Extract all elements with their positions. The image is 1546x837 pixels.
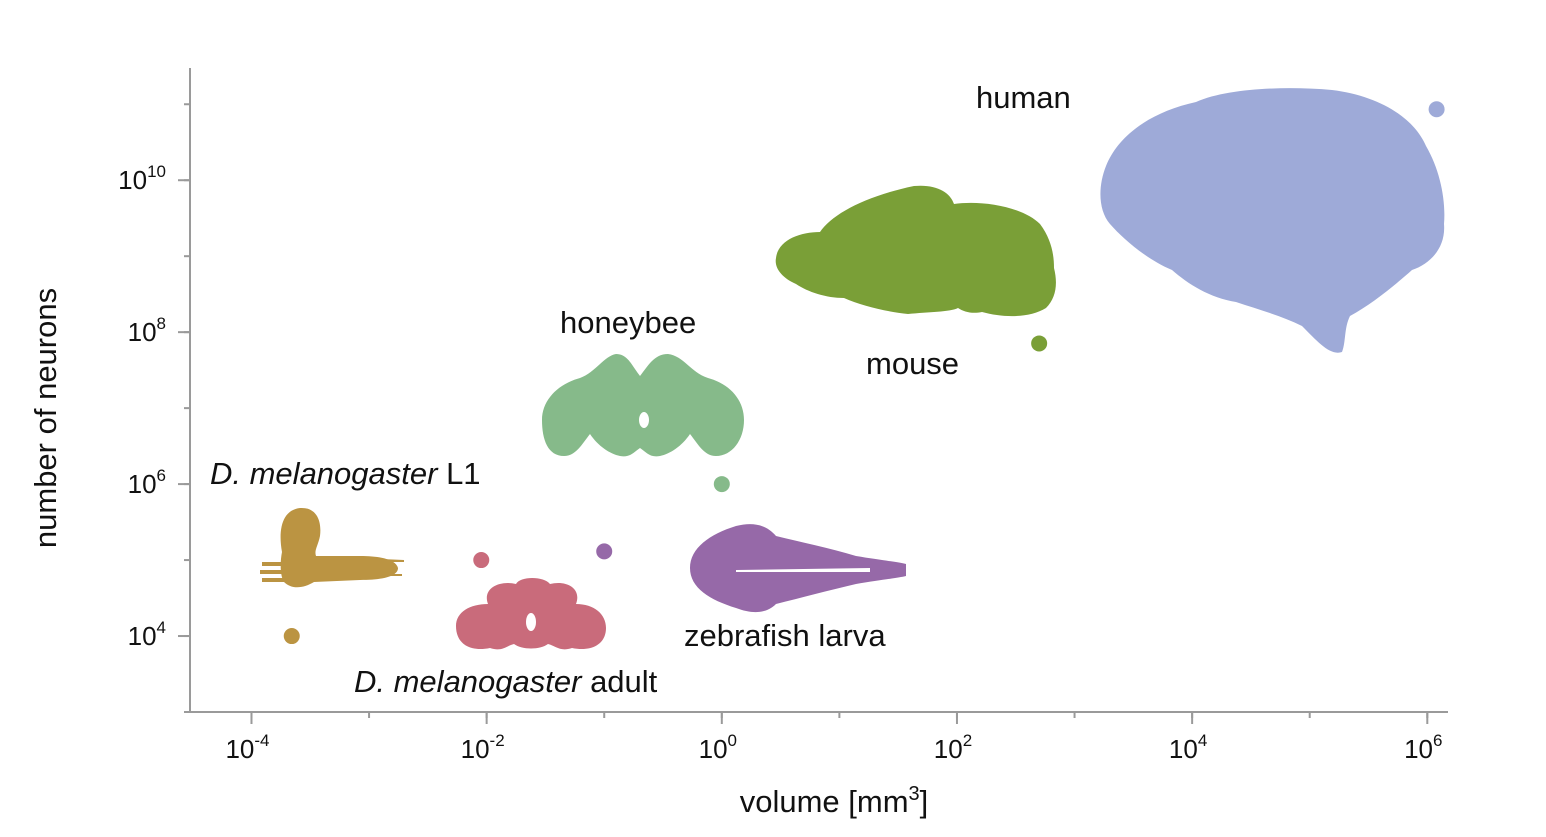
dmel-l1-point [283, 628, 300, 645]
y-tick-label: 108 [128, 314, 166, 347]
human-label: human [976, 80, 1071, 115]
human-point [1428, 101, 1445, 118]
x-tick-label: 102 [934, 731, 972, 764]
honeybee-point [713, 476, 730, 493]
x-tick-label: 10-4 [225, 731, 269, 764]
x-axis-title: volume [mm3] [740, 783, 929, 819]
axes: 10-4 10-2 100 102 104 106 104 106 108 1010 [118, 68, 1448, 764]
y-tick-label: 106 [128, 466, 166, 499]
x-tick-label: 100 [699, 731, 737, 764]
zebrafish-larva-label: zebrafish larva [684, 618, 886, 653]
dmel-adult-point [473, 552, 490, 569]
honeybee-silhouette [542, 354, 744, 457]
y-tick-label: 104 [128, 618, 166, 651]
dmel-adult-label: D. melanogaster adult [354, 664, 658, 699]
honeybee-label: honeybee [560, 305, 696, 340]
y-tick-label: 1010 [118, 162, 166, 195]
brain-silhouettes [260, 88, 1445, 650]
species-labels: D. melanogaster L1 D. melanogaster adult z… [210, 80, 1071, 699]
dmel-adult-silhouette [456, 578, 606, 650]
x-tick-label: 10-2 [461, 731, 505, 764]
mouse-label: mouse [866, 346, 959, 381]
human-silhouette [1100, 88, 1445, 353]
x-tick-label: 106 [1404, 731, 1442, 764]
dmel-l1-silhouette [260, 507, 404, 588]
dmel-l1-label: D. melanogaster L1 [210, 456, 481, 491]
x-tick-label: 104 [1169, 731, 1207, 764]
mouse-silhouette [775, 185, 1056, 317]
zebrafish-larva-point [596, 543, 613, 560]
data-points [283, 101, 1445, 645]
zebrafish-larva-silhouette [690, 524, 906, 613]
mouse-point [1031, 335, 1048, 352]
y-axis-title: number of neurons [28, 288, 63, 548]
